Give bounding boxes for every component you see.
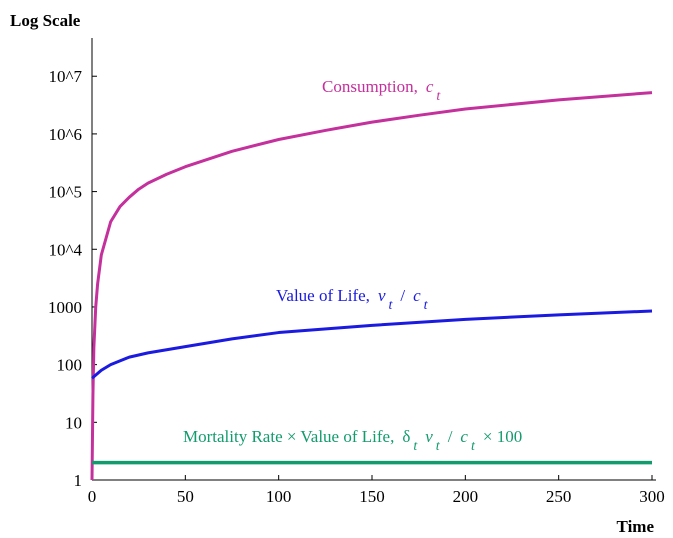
label-part: t	[413, 439, 418, 454]
label-part: Mortality Rate × Value of Life,	[183, 427, 394, 446]
series-label: Value of Life, vt/ct	[276, 286, 429, 313]
label-part: Value of Life,	[276, 286, 370, 305]
label-part: /	[400, 286, 405, 305]
y-tick-label: 10^7	[49, 67, 83, 86]
label-part: t	[424, 298, 429, 313]
label-part: v	[378, 286, 386, 305]
y-tick-label: 10^5	[49, 183, 82, 202]
x-tick-label: 150	[359, 487, 385, 506]
series-line	[91, 309, 653, 380]
series-line	[90, 91, 653, 481]
label-part: c	[413, 286, 421, 305]
label-part: × 100	[483, 427, 522, 446]
x-axis-label: Time	[617, 517, 655, 536]
label-part: t	[388, 298, 393, 313]
y-tick-label: 10^6	[49, 125, 82, 144]
y-tick-label: 1000	[48, 298, 82, 317]
label-part: δ	[402, 427, 410, 446]
label-part: c	[460, 427, 468, 446]
label-part: Consumption,	[322, 77, 418, 96]
x-tick-label: 0	[88, 487, 97, 506]
label-part: c	[426, 77, 434, 96]
x-tick-label: 300	[639, 487, 665, 506]
y-tick-label: 10^4	[49, 240, 83, 259]
x-tick-label: 50	[177, 487, 194, 506]
x-tick-label: 200	[453, 487, 479, 506]
series-label: Consumption, ct	[322, 77, 441, 104]
y-axis-label: Log Scale	[10, 11, 81, 30]
y-tick-label: 1	[74, 471, 83, 490]
series-label: Mortality Rate × Value of Life, δtvt/ct× …	[183, 427, 522, 454]
label-part: v	[425, 427, 433, 446]
x-tick-label: 250	[546, 487, 572, 506]
label-part: /	[448, 427, 453, 446]
label-part: t	[471, 439, 476, 454]
x-tick-label: 100	[266, 487, 292, 506]
label-part: t	[436, 439, 441, 454]
y-tick-label: 10	[65, 413, 82, 432]
y-tick-label: 100	[57, 356, 83, 375]
label-part: t	[436, 89, 441, 104]
